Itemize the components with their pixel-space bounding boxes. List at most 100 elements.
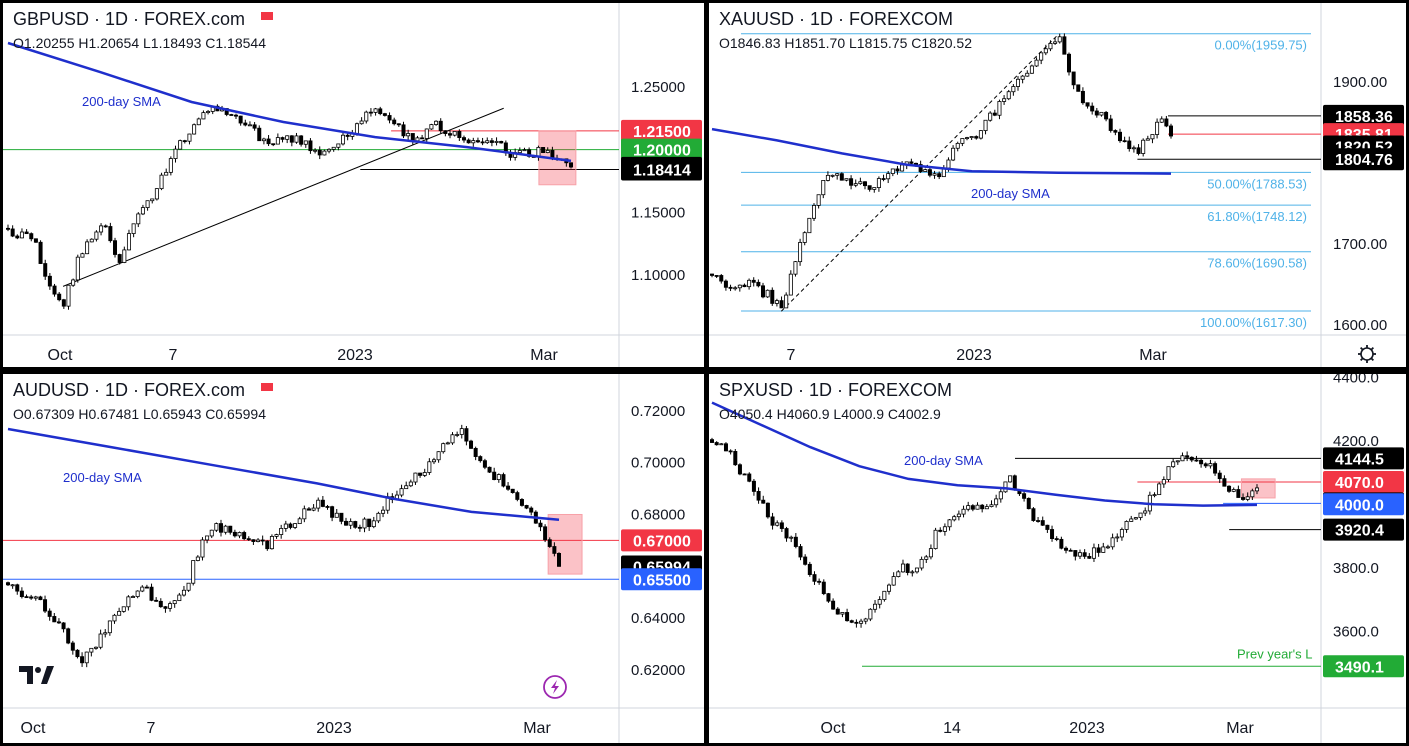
candle-body (103, 225, 108, 228)
candle-body (297, 518, 302, 525)
candle (538, 520, 543, 532)
candle-body (519, 499, 524, 506)
candle (163, 606, 168, 613)
candle-body (747, 279, 752, 288)
candle-body (960, 138, 965, 144)
candle-body (252, 124, 257, 129)
candle-body (131, 596, 136, 598)
candle-body (1245, 496, 1250, 500)
flag-icon (261, 12, 273, 20)
candle (182, 139, 187, 144)
candle-body (154, 188, 159, 200)
candle (489, 137, 494, 147)
candle-body (404, 485, 409, 490)
candle (942, 523, 947, 536)
candle-body (905, 563, 910, 573)
candle (47, 273, 52, 290)
candle-body (831, 600, 836, 610)
tradingview-logo (19, 666, 54, 684)
candle (886, 170, 891, 184)
candle (877, 596, 882, 609)
candle-body (1071, 71, 1076, 86)
candle (1094, 107, 1099, 118)
candle (237, 531, 242, 539)
candle (997, 99, 1002, 120)
candle-body (1104, 111, 1109, 120)
candle-body (1057, 36, 1062, 43)
x-tick-label: Mar (1139, 347, 1167, 364)
candle-body (545, 150, 550, 154)
candle (1050, 525, 1055, 542)
candle-body (471, 140, 476, 144)
spxusd-panel[interactable]: 200-day SMA SPXUSD · 1D · FOREXCOM O4050.4… (709, 374, 1406, 743)
candle (1141, 138, 1146, 157)
xauusd-panel[interactable]: 0.00%(1959.75) 50.00%(1788.53) 61.80%(1748… (709, 3, 1406, 367)
candle (1085, 102, 1090, 109)
price-label: 1.20000 (633, 143, 691, 160)
candle (1164, 115, 1169, 128)
candle-body (742, 473, 747, 476)
candle-body (1133, 517, 1138, 520)
candle-body (909, 161, 914, 164)
candle-body (1108, 118, 1113, 131)
audusd-panel[interactable]: 200-day SMA AUDUSD · 1D · FOREX.com O0.673… (3, 374, 704, 743)
candle (113, 237, 118, 258)
candle (844, 178, 849, 182)
candle (344, 517, 349, 526)
y-tick-label: 1700.00 (1333, 236, 1387, 253)
candle-body (269, 536, 274, 550)
candle (896, 570, 901, 578)
price-label-bg (621, 529, 702, 552)
fib-label: 100.00%(1617.30) (1200, 315, 1307, 330)
candle-body (793, 536, 798, 547)
candle (303, 140, 308, 148)
candle-body (942, 526, 947, 532)
candle-body (205, 535, 210, 541)
candle-body (524, 505, 529, 509)
candle-body (997, 101, 1002, 116)
candle (376, 511, 381, 524)
candle (719, 443, 724, 446)
candle (1048, 40, 1053, 52)
candle-body (1199, 459, 1204, 465)
candle-body (445, 442, 450, 445)
candle-body (1138, 512, 1143, 518)
candle-body (6, 582, 11, 586)
candle (261, 137, 266, 145)
candle-body (1164, 118, 1169, 127)
candle (1053, 38, 1058, 45)
candle (131, 595, 136, 598)
price-label: 0.67000 (633, 533, 691, 550)
gbpusd-panel[interactable]: 200-day SMA GBPUSD · 1D · FOREX.com O1.202… (3, 3, 704, 367)
candle-body (47, 275, 52, 287)
candle (1145, 135, 1150, 141)
candle-body (547, 539, 552, 547)
candle (891, 572, 896, 586)
candle (845, 608, 850, 622)
candle (75, 254, 80, 283)
candle-body (29, 233, 34, 240)
candle (29, 594, 34, 600)
candle (145, 200, 150, 211)
candle-body (469, 440, 474, 449)
candle-body (1026, 497, 1031, 510)
candle-body (1006, 91, 1011, 100)
candle-body (450, 434, 455, 444)
candle-body (853, 183, 858, 186)
candle (1082, 549, 1087, 559)
candle (103, 224, 108, 228)
candle (117, 607, 122, 616)
candle (201, 110, 206, 120)
candle (545, 147, 550, 154)
candle-body (1094, 110, 1099, 116)
candle-body (418, 472, 423, 476)
candle (431, 457, 436, 465)
candle (947, 519, 952, 531)
candle (952, 514, 957, 522)
x-tick-label: 2023 (337, 347, 373, 364)
candle (348, 518, 353, 530)
candle-body (408, 481, 413, 487)
candle (265, 540, 270, 551)
candle (308, 138, 313, 154)
candle-body (382, 113, 387, 116)
